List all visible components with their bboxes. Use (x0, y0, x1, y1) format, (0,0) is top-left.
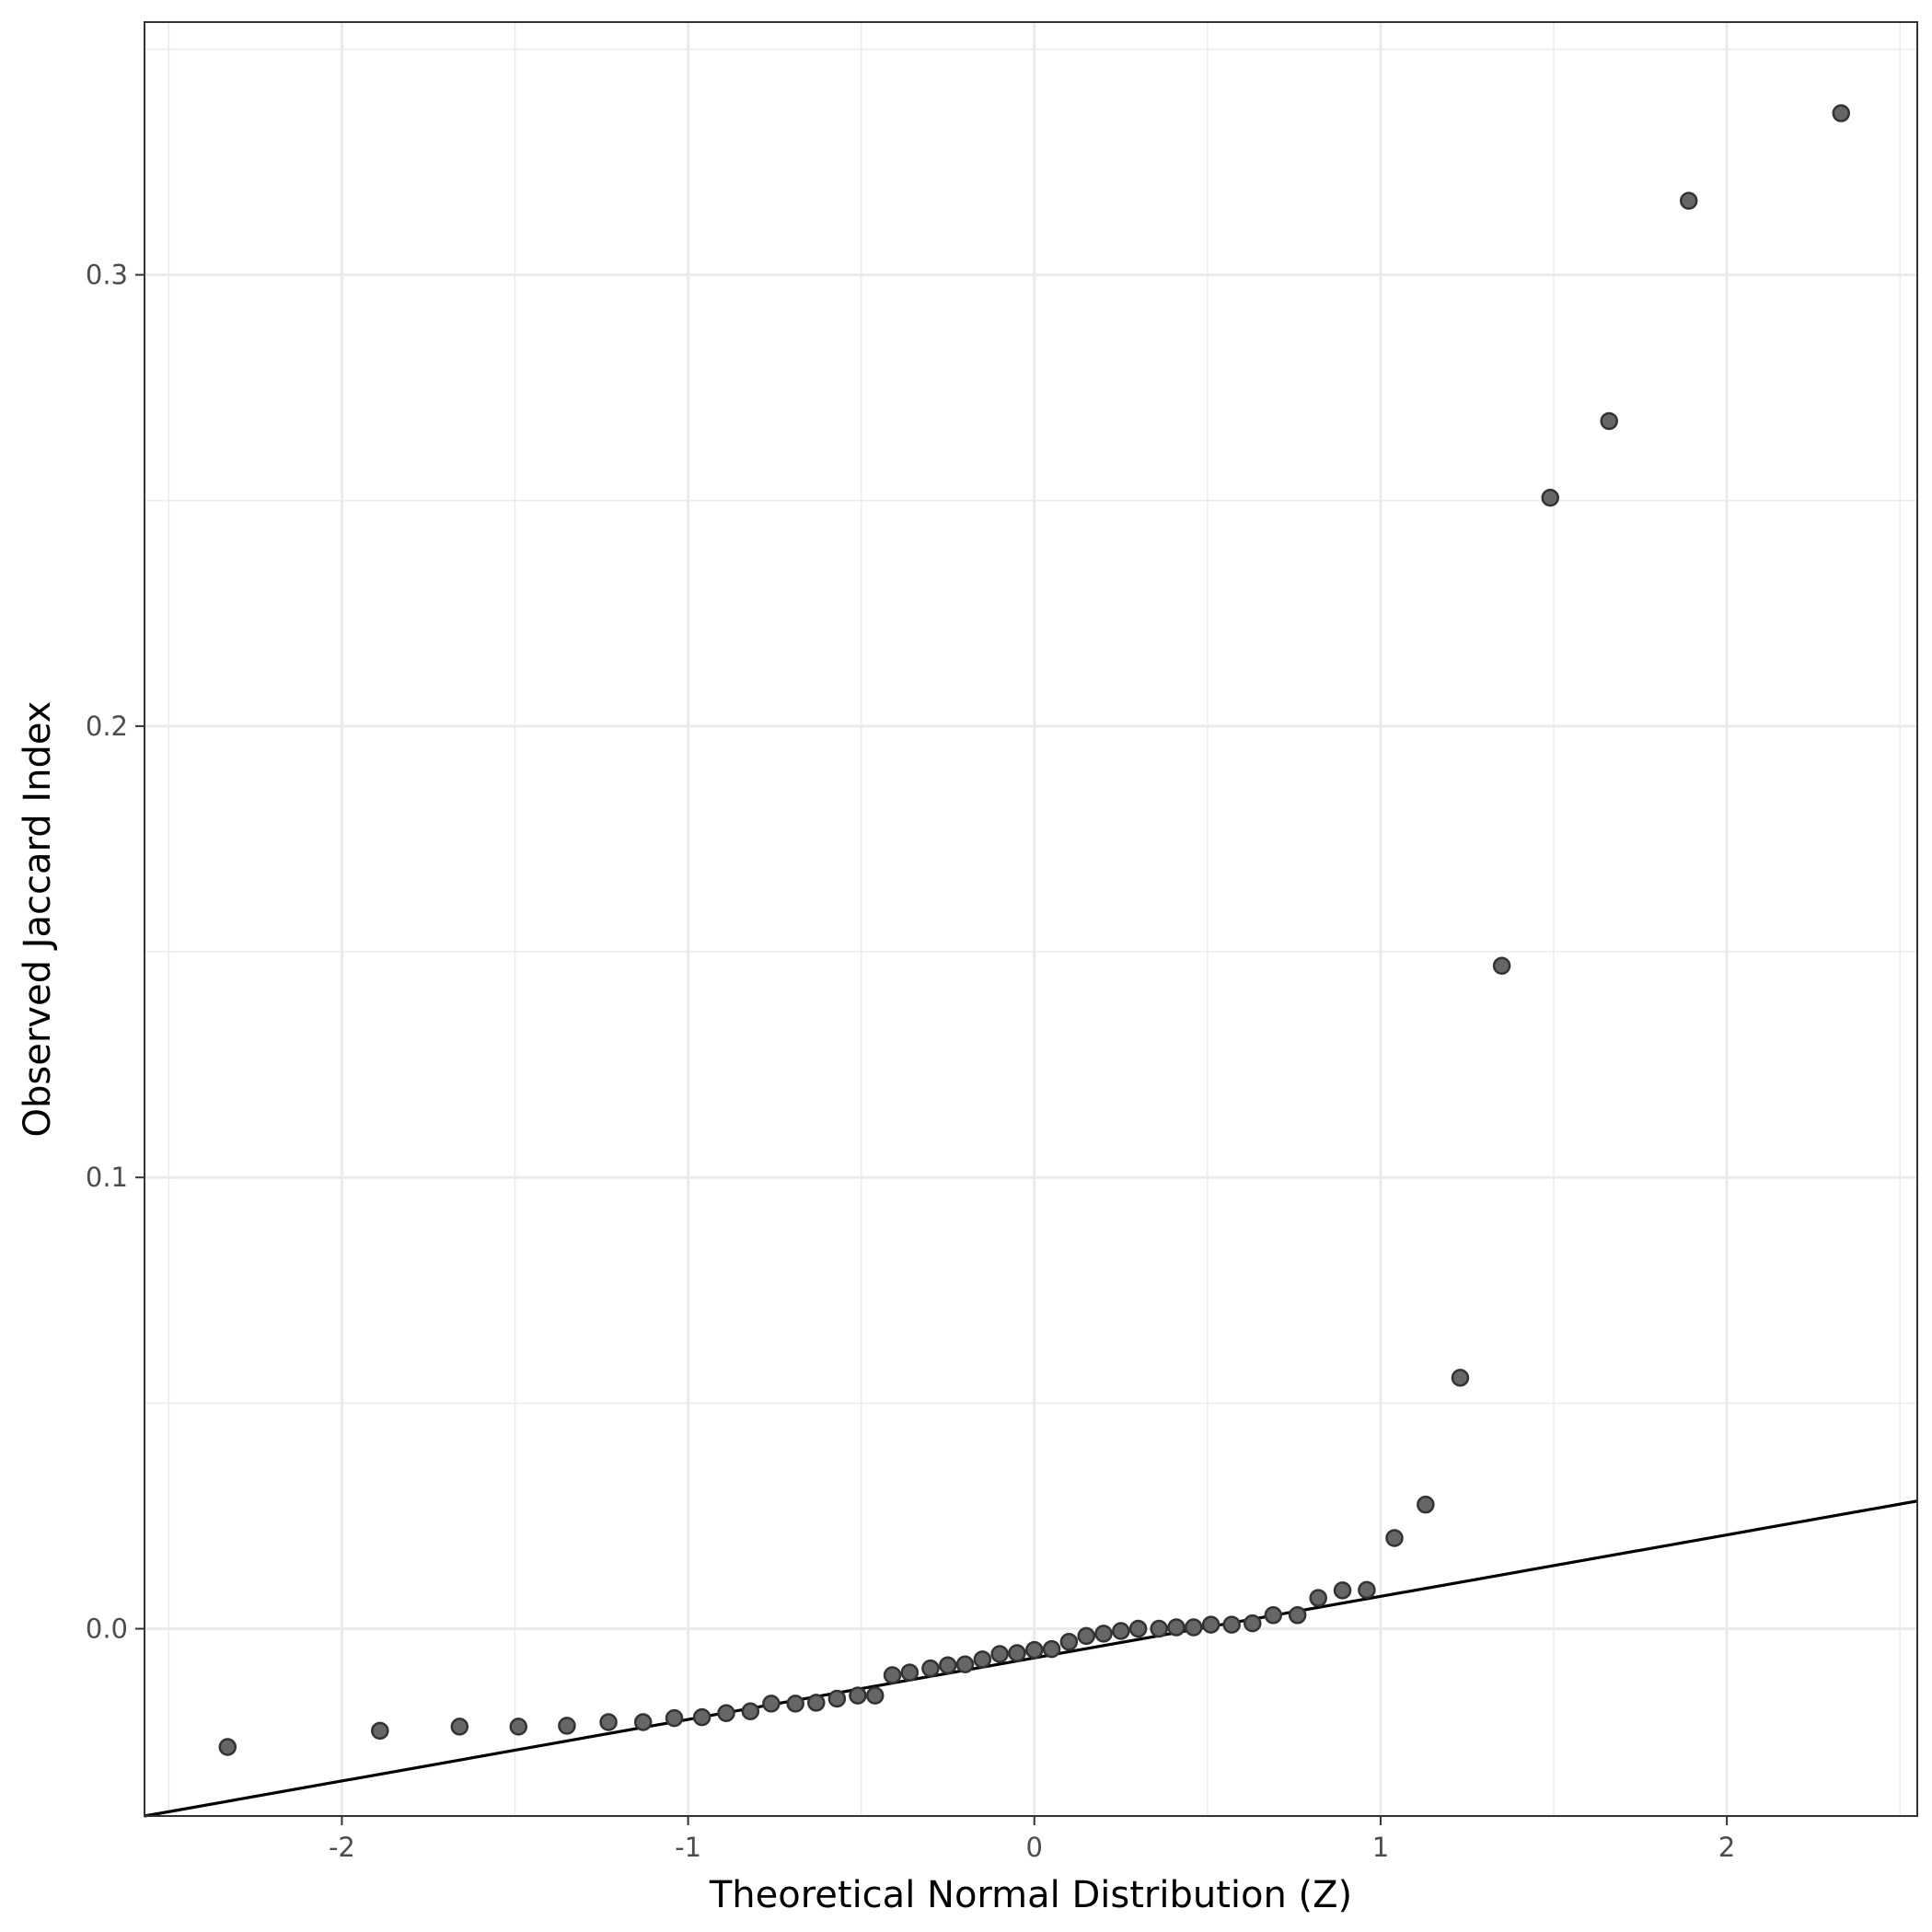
y-tick-label: 0.3 (86, 260, 128, 291)
data-point (1541, 489, 1560, 507)
data-point (1150, 1619, 1168, 1638)
y-axis-ticks: 0.0 0.1 0.2 0.3 (86, 260, 145, 1645)
data-point (1832, 104, 1850, 122)
data-point (1288, 1606, 1307, 1625)
data-point (807, 1694, 826, 1712)
x-tick-label: 2 (1718, 1832, 1735, 1863)
data-point (371, 1721, 389, 1741)
data-point (509, 1718, 528, 1736)
x-axis-ticks: -2 -1 0 1 2 (329, 1816, 1735, 1863)
data-point (1385, 1529, 1404, 1547)
data-point (450, 1718, 469, 1736)
data-point (762, 1695, 781, 1713)
data-point (990, 1645, 1009, 1663)
minor-gridlines (145, 22, 1917, 1816)
data-point (786, 1695, 804, 1713)
data-point (1264, 1606, 1283, 1625)
data-point (865, 1686, 885, 1705)
data-point (558, 1717, 576, 1735)
data-point (717, 1704, 735, 1722)
x-axis-title: Theoretical Normal Distribution (Z) (709, 1874, 1352, 1916)
y-tick-label: 0.1 (86, 1162, 128, 1193)
y-tick-label: 0.0 (86, 1614, 128, 1645)
data-point (1358, 1580, 1376, 1600)
data-point (665, 1708, 684, 1728)
data-point (692, 1707, 711, 1727)
data-point (1451, 1369, 1470, 1387)
x-tick-label: 1 (1372, 1832, 1389, 1863)
data-point (1600, 411, 1618, 431)
y-axis-title: Observed Jaccard Index (17, 701, 59, 1138)
major-gridlines (145, 22, 1917, 1816)
data-point (921, 1659, 940, 1678)
data-point (1309, 1589, 1327, 1607)
data-point (1094, 1625, 1113, 1643)
data-point (1059, 1632, 1079, 1651)
data-point (1025, 1640, 1044, 1660)
data-point (973, 1650, 992, 1669)
data-point (955, 1655, 975, 1674)
data-point (1112, 1622, 1130, 1640)
x-tick-label: -2 (329, 1832, 355, 1863)
x-tick-label: -1 (675, 1832, 701, 1863)
data-point (1167, 1618, 1186, 1637)
data-point (218, 1738, 237, 1756)
reference-line-layer (144, 1499, 1918, 1818)
data-point (1679, 191, 1698, 210)
y-tick-label: 0.2 (86, 711, 128, 742)
data-point (1244, 1614, 1262, 1633)
data-point (1201, 1615, 1221, 1634)
data-point (1492, 956, 1511, 975)
data-point (1008, 1644, 1026, 1662)
data-point (1077, 1626, 1095, 1646)
data-point (599, 1713, 618, 1731)
data-point (1185, 1618, 1203, 1637)
data-point (1222, 1615, 1241, 1634)
data-point (938, 1656, 957, 1674)
x-tick-label: 0 (1026, 1832, 1043, 1863)
points-layer (218, 104, 1850, 1756)
data-point (1417, 1495, 1435, 1514)
data-point (1042, 1639, 1061, 1659)
data-point (883, 1666, 902, 1684)
data-point (849, 1686, 867, 1705)
data-point (741, 1702, 760, 1720)
data-point (1333, 1581, 1352, 1600)
data-point (900, 1663, 920, 1682)
data-point (1128, 1619, 1148, 1638)
data-point (827, 1689, 847, 1708)
panel-border (144, 21, 1918, 1817)
reference-line (144, 1499, 1918, 1818)
data-point (633, 1713, 653, 1731)
